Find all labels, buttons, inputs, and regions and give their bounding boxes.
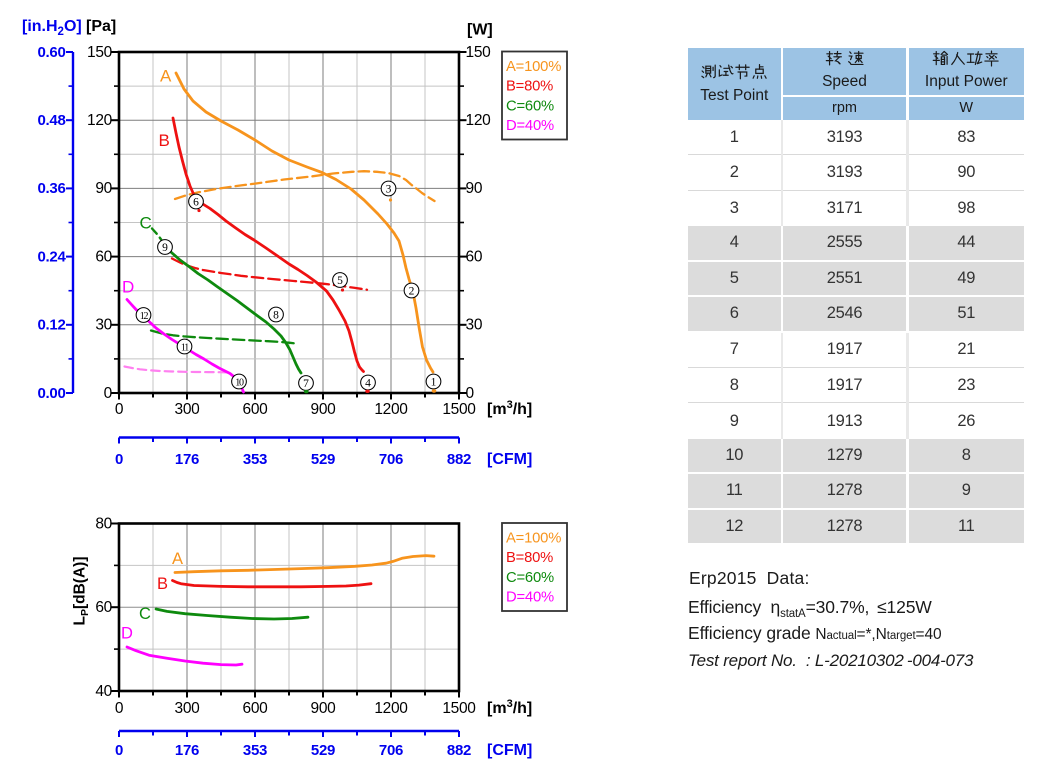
- svg-text:0.60: 0.60: [38, 44, 66, 61]
- svg-text:882: 882: [447, 451, 471, 468]
- svg-text:90: 90: [95, 180, 112, 197]
- svg-text:D: D: [121, 625, 133, 643]
- svg-text:1500: 1500: [442, 401, 476, 418]
- svg-text:10: 10: [235, 378, 244, 389]
- svg-text:353: 353: [243, 451, 267, 468]
- svg-text:300: 300: [175, 700, 201, 717]
- svg-text:A=100%: A=100%: [506, 531, 561, 547]
- svg-text:176: 176: [175, 451, 199, 468]
- svg-text:150: 150: [87, 44, 113, 61]
- svg-text:900: 900: [311, 700, 337, 717]
- svg-text:0.24: 0.24: [38, 248, 67, 265]
- svg-text:60: 60: [95, 248, 112, 265]
- svg-text:[m3/h]: [m3/h]: [487, 399, 532, 418]
- svg-text:B=80%: B=80%: [506, 79, 553, 95]
- svg-text:882: 882: [447, 742, 471, 759]
- svg-text:150: 150: [466, 44, 492, 61]
- svg-text:529: 529: [311, 451, 335, 468]
- svg-text:C=60%: C=60%: [506, 98, 554, 114]
- svg-text:[CFM]: [CFM]: [487, 742, 532, 759]
- svg-text:D=40%: D=40%: [506, 118, 554, 134]
- svg-text:1: 1: [431, 377, 437, 389]
- svg-text:[W]: [W]: [467, 22, 493, 39]
- svg-text:C=60%: C=60%: [506, 570, 554, 586]
- svg-text:2: 2: [409, 286, 415, 298]
- svg-text:300: 300: [175, 401, 201, 418]
- svg-text:A=100%: A=100%: [506, 59, 561, 75]
- svg-text:[CFM]: [CFM]: [487, 451, 532, 468]
- svg-text:706: 706: [379, 742, 403, 759]
- svg-text:B: B: [159, 131, 170, 150]
- svg-text:1200: 1200: [374, 700, 408, 717]
- svg-text:[in.H2O]: [in.H2O]: [22, 18, 82, 38]
- svg-text:0.12: 0.12: [38, 317, 66, 334]
- svg-text:[Pa]: [Pa]: [86, 18, 116, 35]
- svg-text:0: 0: [115, 401, 124, 418]
- svg-text:C: C: [139, 605, 151, 623]
- svg-text:1200: 1200: [374, 401, 408, 418]
- svg-text:D=40%: D=40%: [506, 590, 554, 606]
- svg-text:0: 0: [115, 700, 124, 717]
- svg-text:LP[dB(A)]: LP[dB(A)]: [72, 557, 92, 626]
- svg-text:120: 120: [466, 112, 492, 129]
- svg-text:8: 8: [273, 310, 279, 322]
- svg-text:60: 60: [466, 248, 483, 265]
- svg-text:900: 900: [311, 401, 337, 418]
- svg-text:176: 176: [175, 742, 199, 759]
- svg-text:4: 4: [365, 378, 371, 390]
- svg-text:600: 600: [243, 401, 269, 418]
- svg-text:80: 80: [95, 515, 112, 532]
- svg-text:529: 529: [311, 742, 335, 759]
- svg-text:120: 120: [87, 112, 113, 129]
- svg-text:B=80%: B=80%: [506, 550, 553, 566]
- svg-text:40: 40: [95, 683, 112, 700]
- svg-text:3: 3: [386, 184, 392, 196]
- svg-text:0.48: 0.48: [38, 112, 66, 129]
- svg-text:30: 30: [95, 317, 112, 334]
- svg-text:D: D: [122, 278, 134, 297]
- svg-text:0: 0: [115, 451, 123, 468]
- svg-text:12: 12: [140, 311, 149, 322]
- svg-text:C: C: [140, 214, 152, 233]
- svg-text:90: 90: [466, 180, 483, 197]
- svg-text:6: 6: [193, 197, 199, 209]
- svg-text:9: 9: [162, 242, 168, 254]
- svg-text:5: 5: [337, 275, 343, 287]
- svg-text:0: 0: [115, 742, 123, 759]
- svg-text:1500: 1500: [442, 700, 476, 717]
- svg-text:0.00: 0.00: [38, 385, 66, 402]
- svg-text:0.36: 0.36: [38, 180, 66, 197]
- svg-text:0: 0: [466, 385, 475, 402]
- svg-text:600: 600: [243, 700, 269, 717]
- svg-text:B: B: [157, 575, 168, 593]
- svg-text:[m3/h]: [m3/h]: [487, 698, 532, 717]
- svg-text:0: 0: [104, 385, 113, 402]
- svg-text:A: A: [172, 550, 183, 568]
- svg-text:A: A: [160, 67, 172, 86]
- svg-text:60: 60: [95, 599, 112, 616]
- svg-text:30: 30: [466, 317, 483, 334]
- svg-text:706: 706: [379, 451, 403, 468]
- svg-text:7: 7: [303, 378, 309, 390]
- svg-text:11: 11: [181, 343, 189, 354]
- svg-text:353: 353: [243, 742, 267, 759]
